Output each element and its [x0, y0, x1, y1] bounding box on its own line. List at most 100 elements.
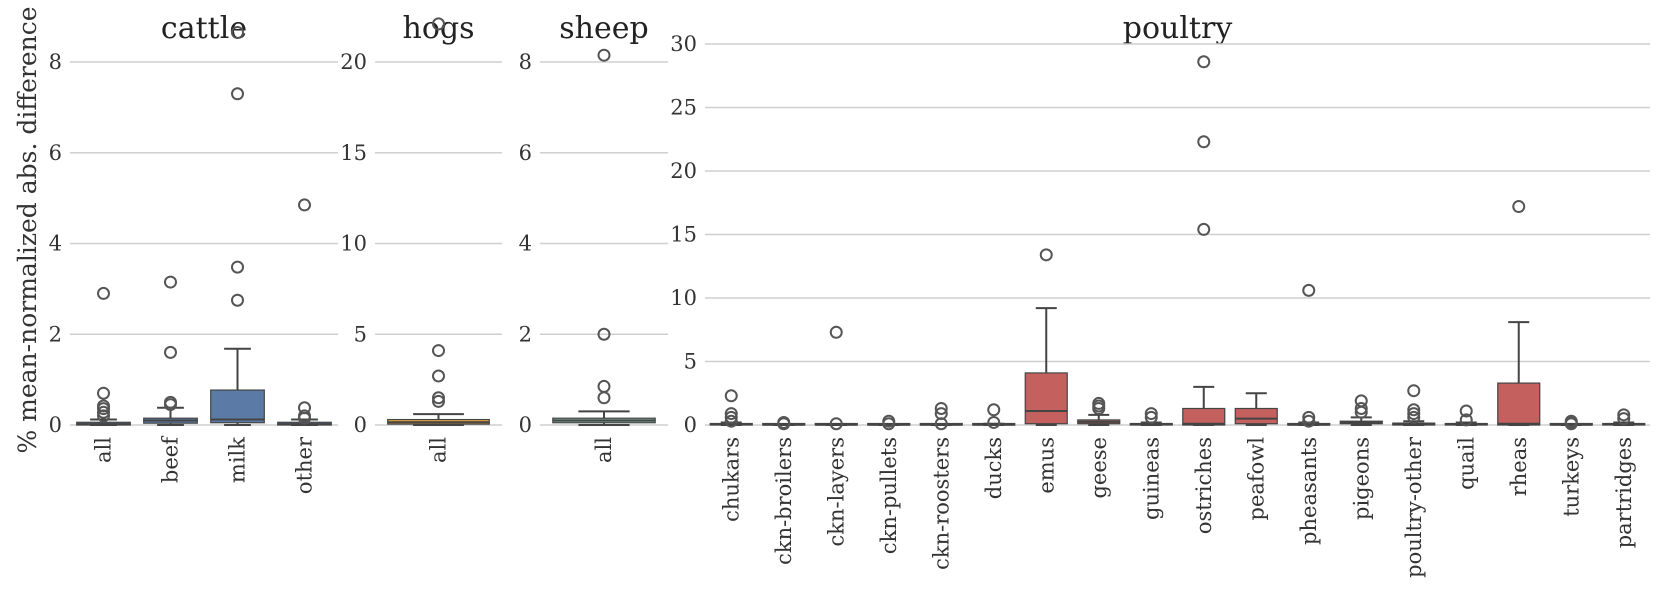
outlier-poultry-quail-0 [1459, 413, 1473, 427]
outlier-poultry-guineas-0 [1144, 410, 1158, 424]
panel-sheep: sheep 0 2 4 6 8 all [519, 11, 668, 463]
outlier-cattle-beef-3 [164, 275, 177, 289]
box-group-poultry-pigeons [1339, 394, 1383, 426]
y-tick-cattle-2: 2 [49, 322, 62, 346]
x-tick-poultry-partridges: partridges [1612, 437, 1636, 548]
outlier-cattle-all-3 [97, 399, 110, 413]
y-tick-cattle-6: 6 [49, 141, 62, 165]
outlier-poultry-pheasants-1 [1302, 410, 1316, 424]
outlier-sheep-all-3 [597, 48, 611, 62]
panel-title-sheep: sheep [559, 11, 648, 46]
y-tick-poultry-0: 0 [684, 413, 697, 437]
x-tick-poultry-geese: geese [1087, 437, 1111, 499]
outlier-hogs-all-4 [432, 17, 445, 31]
outlier-poultry-pheasants-0 [1302, 414, 1316, 428]
x-tick-cattle-all: all [92, 437, 116, 463]
panel-poultry: poultry 0 5 10 15 20 25 30 chukars ckn-broilers ck… [670, 11, 1650, 578]
box-group-poultry-ckn-roosters [919, 401, 963, 431]
x-tick-poultry-quail: quail [1454, 437, 1478, 490]
outlier-poultry-chukars-3 [724, 389, 738, 403]
outlier-poultry-guineas-1 [1144, 407, 1158, 421]
box-group-cattle-other [277, 198, 332, 426]
x-tick-poultry-rheas: rheas [1507, 437, 1531, 496]
box-poultry-ostriches [1182, 407, 1226, 426]
box-group-poultry-guineas [1129, 407, 1173, 426]
y-tick-poultry-30: 30 [670, 32, 697, 56]
outlier-poultry-emus-0 [1039, 248, 1053, 262]
y-tick-poultry-25: 25 [670, 96, 697, 120]
y-tick-hogs-15: 15 [340, 141, 367, 165]
outlier-poultry-ckn-pullets-1 [882, 414, 896, 428]
x-tick-poultry-pigeons: pigeons [1349, 437, 1373, 520]
outlier-cattle-other-2 [298, 401, 311, 415]
box-group-poultry-chukars [709, 389, 753, 428]
box-group-cattle-all [76, 286, 131, 426]
box-group-poultry-turkeys [1549, 414, 1593, 431]
outlier-poultry-ckn-broilers-1 [777, 415, 791, 429]
outlier-poultry-ostriches-1 [1197, 135, 1211, 149]
box-cattle-milk [210, 389, 265, 424]
outlier-poultry-pigeons-2 [1354, 394, 1368, 408]
outlier-poultry-turkeys-2 [1564, 414, 1578, 428]
x-tick-poultry-ostriches: ostriches [1192, 437, 1216, 534]
y-tick-sheep-4: 4 [519, 232, 532, 256]
outlier-cattle-milk-0 [231, 293, 244, 307]
x-tick-poultry-turkeys: turkeys [1559, 437, 1583, 517]
x-tick-poultry-ckn-roosters: ckn-roosters [929, 437, 953, 570]
outlier-poultry-ducks-0 [987, 415, 1001, 429]
box-group-poultry-ckn-broilers [762, 415, 806, 431]
outlier-sheep-all-0 [597, 391, 611, 405]
box-poultry-rheas [1497, 382, 1541, 426]
outlier-poultry-ducks-1 [987, 403, 1001, 417]
outlier-cattle-milk-2 [231, 87, 244, 101]
outlier-poultry-ostriches-0 [1197, 222, 1211, 236]
y-tick-sheep-2: 2 [519, 322, 532, 346]
outlier-poultry-quail-1 [1459, 404, 1473, 418]
outlier-poultry-rheas-0 [1512, 200, 1526, 214]
box-group-hogs-all [387, 17, 490, 426]
outlier-poultry-partridges-0 [1617, 412, 1631, 426]
y-axis-label: % mean-normalized abs. difference [13, 6, 42, 453]
outlier-poultry-chukars-2 [724, 407, 738, 421]
x-tick-poultry-emus: emus [1034, 437, 1058, 494]
box-group-sheep-all [552, 48, 656, 426]
x-tick-hogs-all: all [427, 437, 451, 463]
box-group-poultry-partridges [1602, 408, 1646, 426]
outlier-sheep-all-2 [597, 327, 611, 341]
outlier-poultry-chukars-0 [724, 414, 738, 428]
y-tick-sheep-0: 0 [519, 413, 532, 437]
outlier-poultry-ckn-roosters-1 [934, 407, 948, 421]
box-group-poultry-rheas [1497, 200, 1541, 426]
x-tick-poultry-ducks: ducks [982, 437, 1006, 499]
box-group-poultry-ckn-layers [814, 325, 858, 431]
panel-title-poultry: poultry [1123, 11, 1233, 46]
y-tick-hogs-10: 10 [340, 232, 367, 256]
x-tick-poultry-ckn-broilers: ckn-broilers [772, 437, 796, 565]
outlier-poultry-poultry-other-0 [1407, 410, 1421, 424]
x-tick-poultry-ckn-layers: ckn-layers [824, 437, 848, 546]
box-poultry-peafowl [1234, 407, 1278, 425]
outlier-poultry-ckn-roosters-2 [934, 401, 948, 415]
outlier-cattle-milk-3 [231, 26, 244, 40]
x-tick-poultry-guineas: guineas [1139, 437, 1163, 520]
outlier-poultry-ostriches-2 [1197, 55, 1211, 69]
outlier-cattle-other-1 [298, 409, 311, 423]
outlier-cattle-all-0 [97, 409, 110, 423]
y-tick-cattle-8: 8 [49, 50, 62, 74]
outlier-poultry-poultry-other-1 [1407, 407, 1421, 421]
outlier-cattle-milk-1 [231, 260, 244, 274]
box-group-poultry-geese [1077, 396, 1121, 426]
outlier-hogs-all-3 [432, 344, 445, 358]
outlier-poultry-ckn-layers-0 [829, 417, 843, 431]
x-tick-poultry-pheasants: pheasants [1297, 437, 1321, 545]
box-group-poultry-poultry-other [1392, 384, 1436, 426]
outlier-hogs-all-2 [432, 369, 445, 383]
outlier-poultry-chukars-1 [724, 410, 738, 424]
outlier-poultry-pigeons-1 [1354, 401, 1368, 415]
x-tick-poultry-peafowl: peafowl [1244, 437, 1268, 521]
box-poultry-emus [1024, 372, 1068, 425]
